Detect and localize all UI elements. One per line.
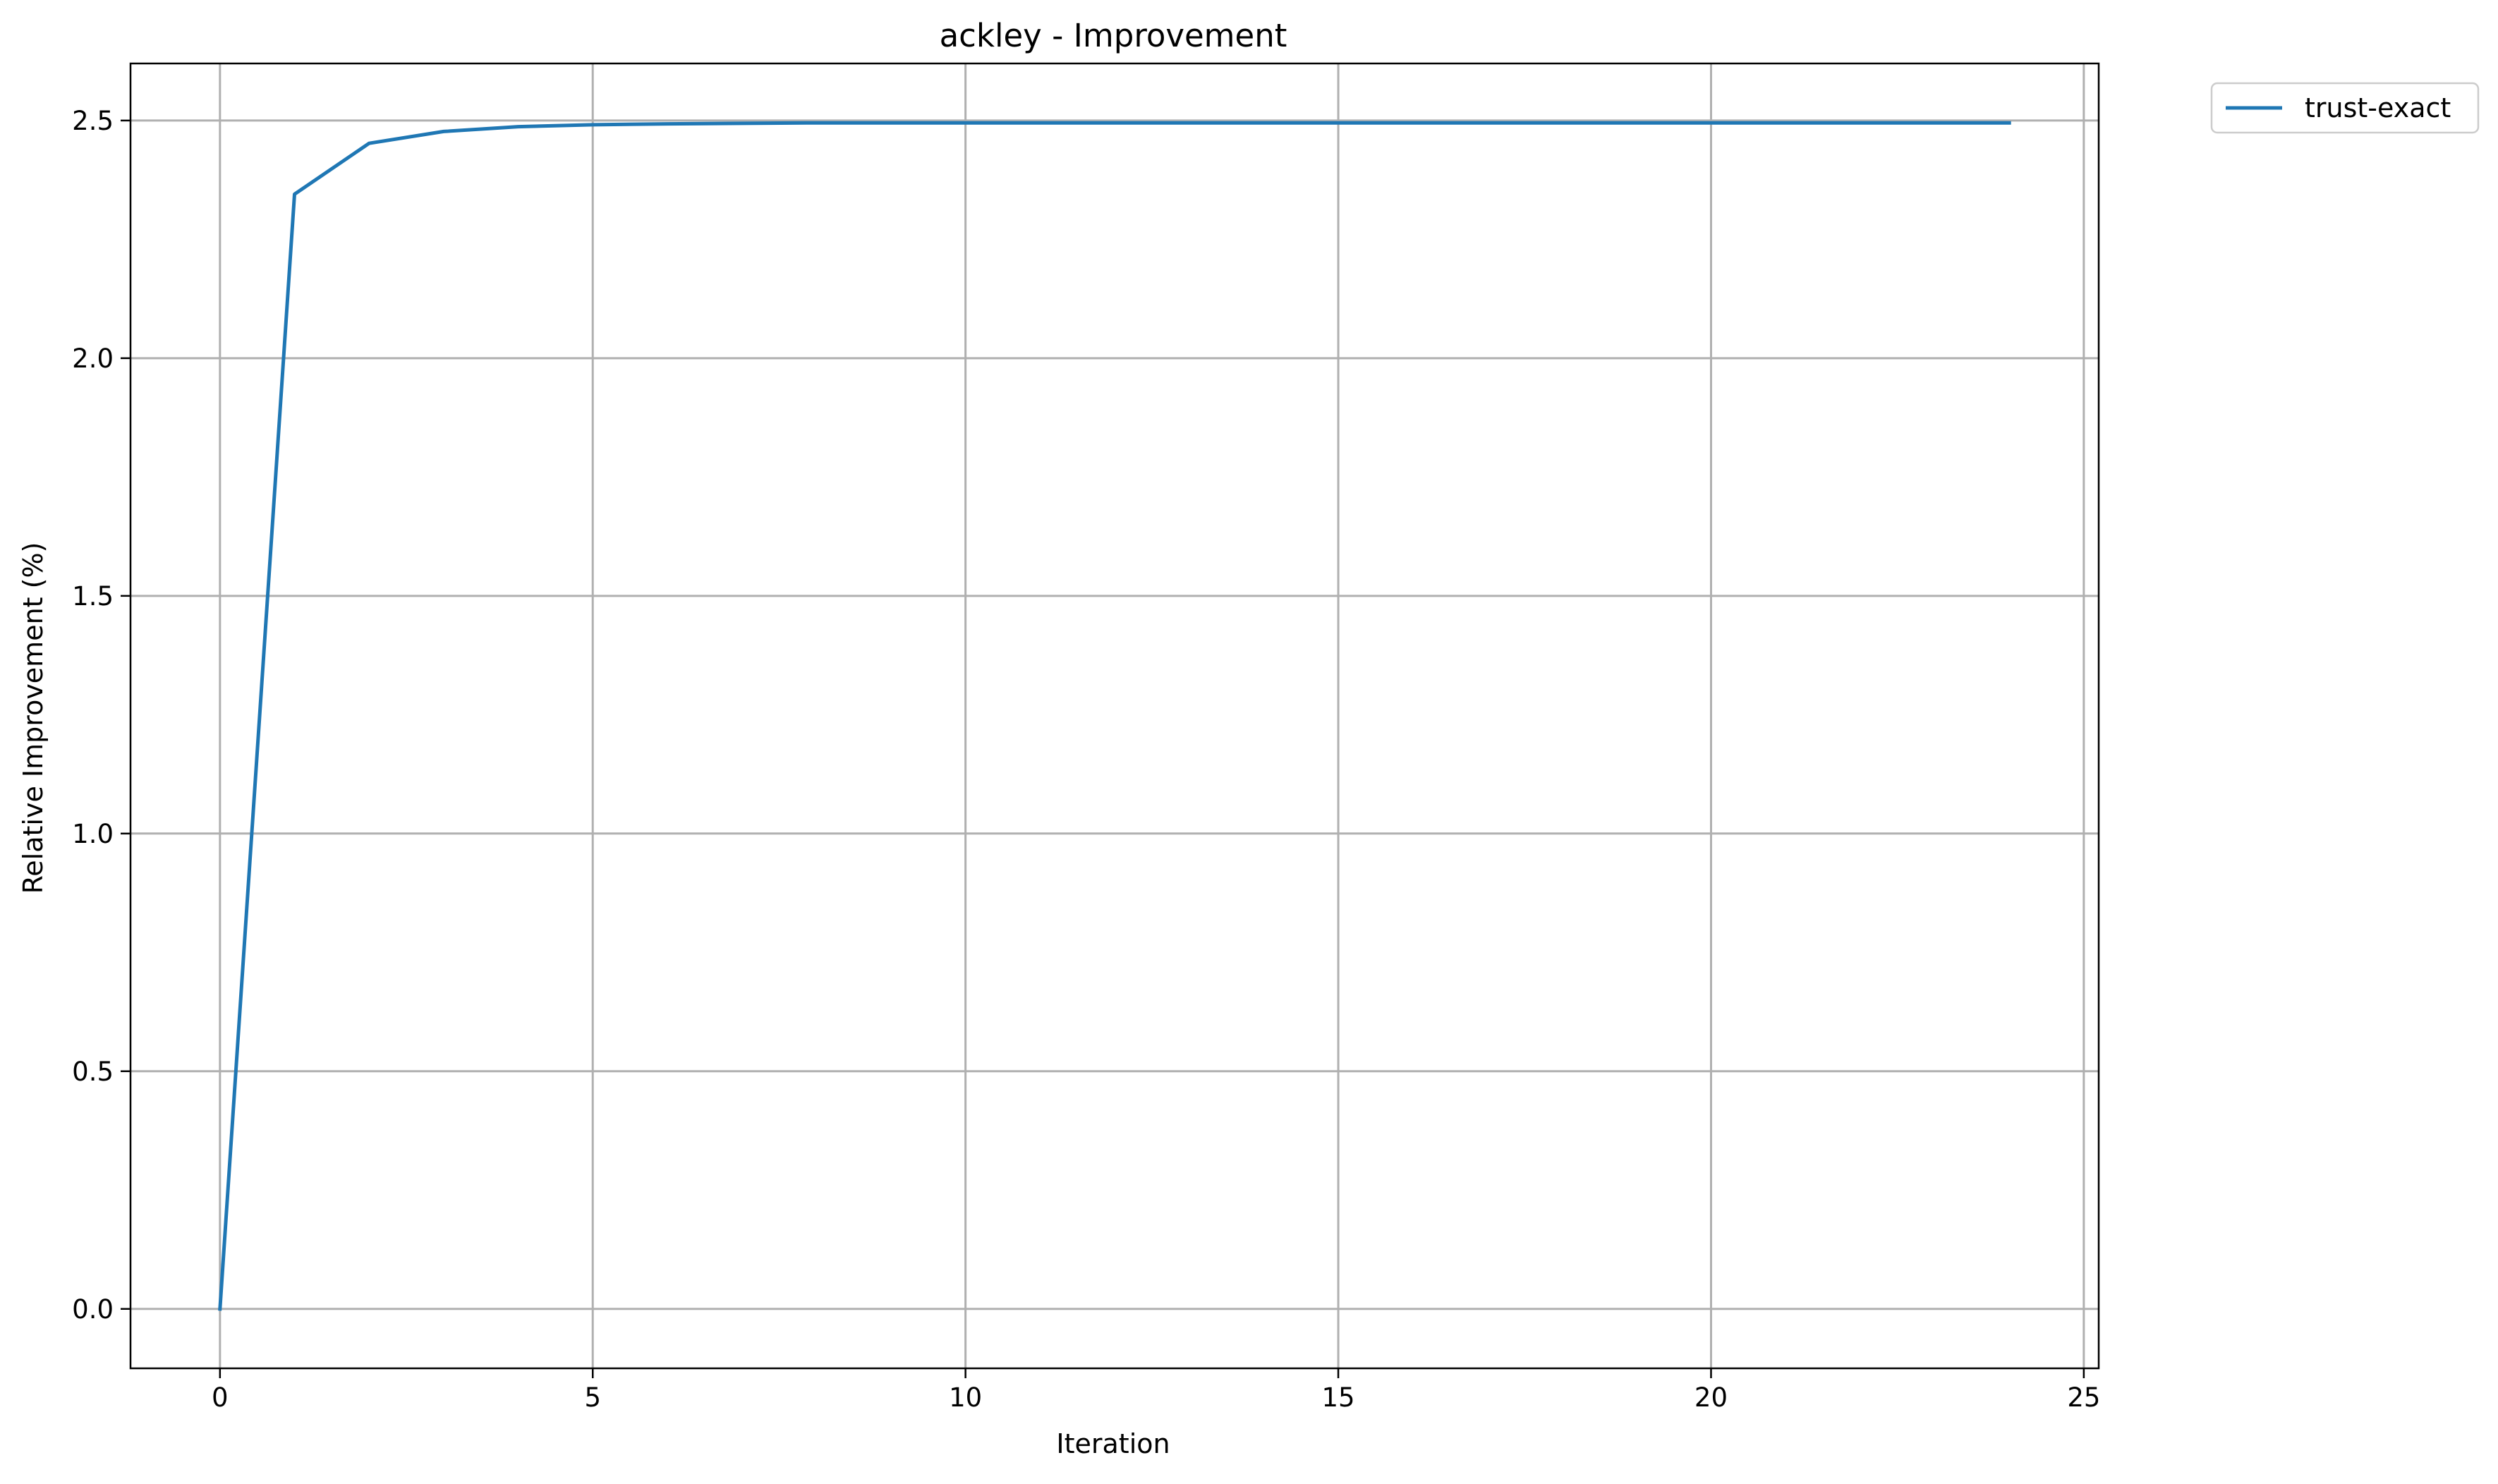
y-tick-label: 1.5 bbox=[72, 581, 114, 612]
x-tick-label: 5 bbox=[584, 1382, 601, 1413]
plot-frame bbox=[129, 62, 2100, 1370]
series-line-trust-exact bbox=[218, 121, 2011, 1311]
y-tick-label: 2.0 bbox=[72, 343, 114, 374]
ticks: 0 5 10 15 20 25 0.0 0.5 1.0 1.5 2.0 2.5 bbox=[72, 106, 2100, 1413]
legend: trust-exact bbox=[2210, 82, 2480, 134]
x-tick-label: 20 bbox=[1694, 1382, 1728, 1413]
legend-label: trust-exact bbox=[2305, 92, 2451, 123]
chart-title: ackley - Improvement bbox=[940, 17, 1287, 54]
y-tick-label: 1.0 bbox=[72, 819, 114, 849]
legend-box bbox=[2210, 82, 2480, 134]
x-axis-label: Iteration bbox=[1056, 1428, 1170, 1459]
x-tick-label: 15 bbox=[1321, 1382, 1354, 1413]
x-tick-label: 0 bbox=[212, 1382, 229, 1413]
grid bbox=[131, 63, 2099, 1368]
x-tick-label: 10 bbox=[949, 1382, 982, 1413]
series-layer bbox=[218, 121, 2011, 1311]
y-axis-label: Relative Improvement (%) bbox=[18, 542, 49, 894]
x-tick-label: 25 bbox=[2067, 1382, 2100, 1413]
y-tick-label: 2.5 bbox=[72, 106, 114, 136]
y-tick-label: 0.5 bbox=[72, 1057, 114, 1087]
y-tick-label: 0.0 bbox=[72, 1294, 114, 1325]
